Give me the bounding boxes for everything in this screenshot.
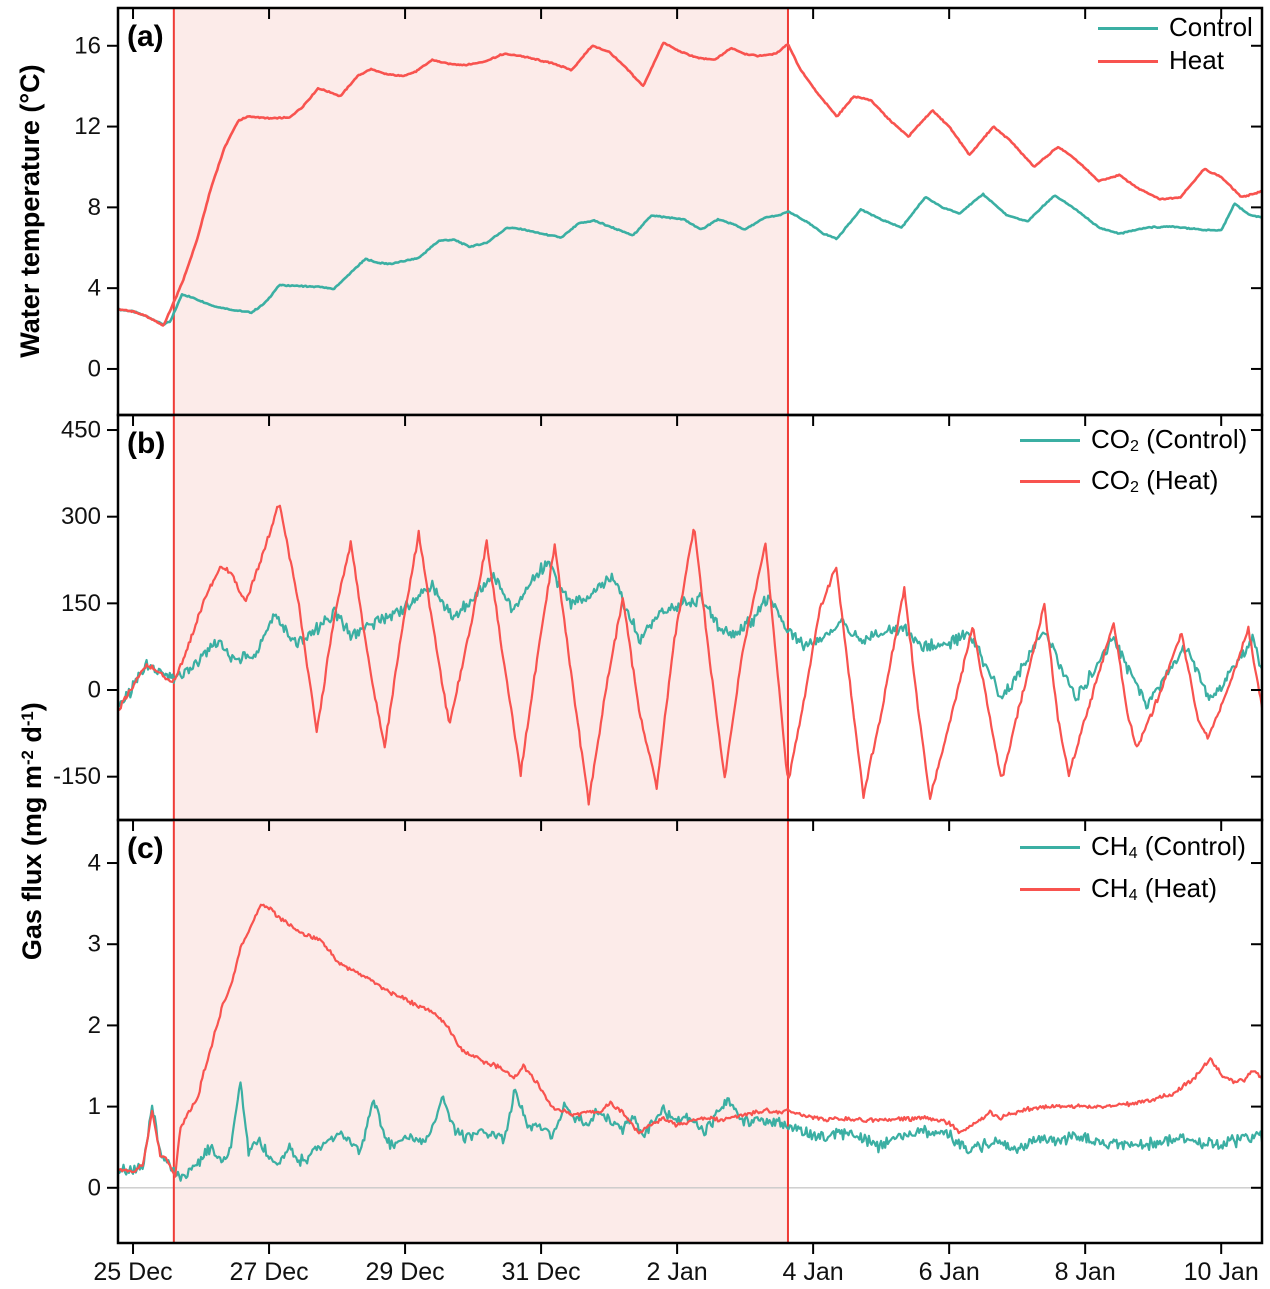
- heating-period-shade-b: [173, 415, 788, 820]
- legend-line-ch4-control: [1020, 845, 1080, 849]
- panel-label-a: (a): [127, 20, 164, 53]
- legend-panel-c: CH4 (Control) CH4 (Heat): [1020, 826, 1246, 910]
- y-tick-label: 16: [74, 32, 101, 59]
- heating-period-shade-a: [173, 8, 788, 415]
- legend-label-ch4-control: CH4 (Control): [1091, 830, 1246, 863]
- x-tick-label: 10 Jan: [1184, 1258, 1259, 1286]
- heating-period-shade-c: [173, 820, 788, 1243]
- legend-item-control: Control: [1098, 12, 1253, 45]
- legend-item-co2-heat: CO2 (Heat): [1020, 461, 1247, 502]
- series-line-ch4-heat: [118, 903, 1262, 1178]
- series-line-co2-heat: [118, 504, 1262, 806]
- y-tick-label: 8: [88, 194, 101, 221]
- y-tick-label: 4: [88, 850, 101, 877]
- legend-item-heat: Heat: [1098, 45, 1253, 78]
- legend-item-co2-control: CO2 (Control): [1020, 420, 1247, 461]
- legend-label-ch4-heat: CH4 (Heat): [1091, 872, 1217, 905]
- legend-line-heat: [1098, 60, 1158, 63]
- x-tick-label: 29 Dec: [365, 1258, 444, 1286]
- y-tick-label: 450: [61, 417, 101, 444]
- y-tick-label: 4: [88, 275, 101, 302]
- legend-label-co2-heat: CO2 (Heat): [1091, 465, 1219, 497]
- x-tick-label: 6 Jan: [919, 1258, 980, 1286]
- y-tick-label: 0: [88, 1174, 101, 1201]
- y-tick-label: 12: [74, 113, 101, 140]
- legend-line-co2-heat: [1020, 480, 1080, 483]
- legend-label-control: Control: [1169, 12, 1253, 43]
- subscript-2: 2: [1130, 478, 1139, 497]
- y-tick-label: 0: [88, 355, 101, 382]
- legend-line-co2-control: [1020, 439, 1080, 442]
- y-tick-label: 2: [88, 1012, 101, 1039]
- superscript-minus-1: -1: [17, 711, 37, 727]
- subscript-4: 4: [1128, 886, 1138, 905]
- x-tick-label: 25 Dec: [93, 1258, 172, 1286]
- x-tick-label: 4 Jan: [783, 1258, 844, 1286]
- series-line-heat: [118, 41, 1262, 327]
- panel-label-b: (b): [127, 427, 166, 460]
- x-tick-label: 8 Jan: [1055, 1258, 1116, 1286]
- legend-item-ch4-control: CH4 (Control): [1020, 826, 1246, 868]
- y-tick-label: 1: [88, 1093, 101, 1120]
- y-tick-label: 150: [61, 590, 101, 617]
- subscript-4: 4: [1128, 844, 1138, 863]
- x-tick-label: 31 Dec: [501, 1258, 580, 1286]
- legend-label-heat: Heat: [1169, 45, 1224, 76]
- legend-line-ch4-heat: [1020, 887, 1080, 891]
- y-tick-label: 300: [61, 503, 101, 530]
- panel-label-c: (c): [127, 832, 164, 865]
- panel-frame-c: [116, 818, 1264, 1245]
- x-tick-label: 2 Jan: [647, 1258, 708, 1286]
- series-line-ch4-control: [118, 1081, 1262, 1182]
- legend-panel-a: Control Heat: [1098, 12, 1253, 78]
- y-axis-title-water-temperature: Water temperature (°C): [13, 0, 47, 461]
- x-tick-label: 27 Dec: [229, 1258, 308, 1286]
- superscript-minus-2: -2: [17, 750, 37, 766]
- y-tick-label: 3: [88, 931, 101, 958]
- y-tick-label: 0: [88, 677, 101, 704]
- y-axis-title-text: Water temperature (°C): [15, 64, 45, 358]
- legend-panel-b: CO2 (Control) CO2 (Heat): [1020, 420, 1247, 502]
- legend-line-control: [1098, 27, 1158, 30]
- subscript-2: 2: [1130, 437, 1139, 456]
- legend-label-co2-control: CO2 (Control): [1091, 424, 1248, 456]
- legend-item-ch4-heat: CH4 (Heat): [1020, 868, 1246, 910]
- series-line-control: [118, 192, 1262, 326]
- y-tick-label: -150: [53, 763, 101, 790]
- y-axis-title-gas-flux: Gas flux (mg m-2 d-1): [17, 702, 48, 961]
- series-line-co2-control: [118, 560, 1262, 710]
